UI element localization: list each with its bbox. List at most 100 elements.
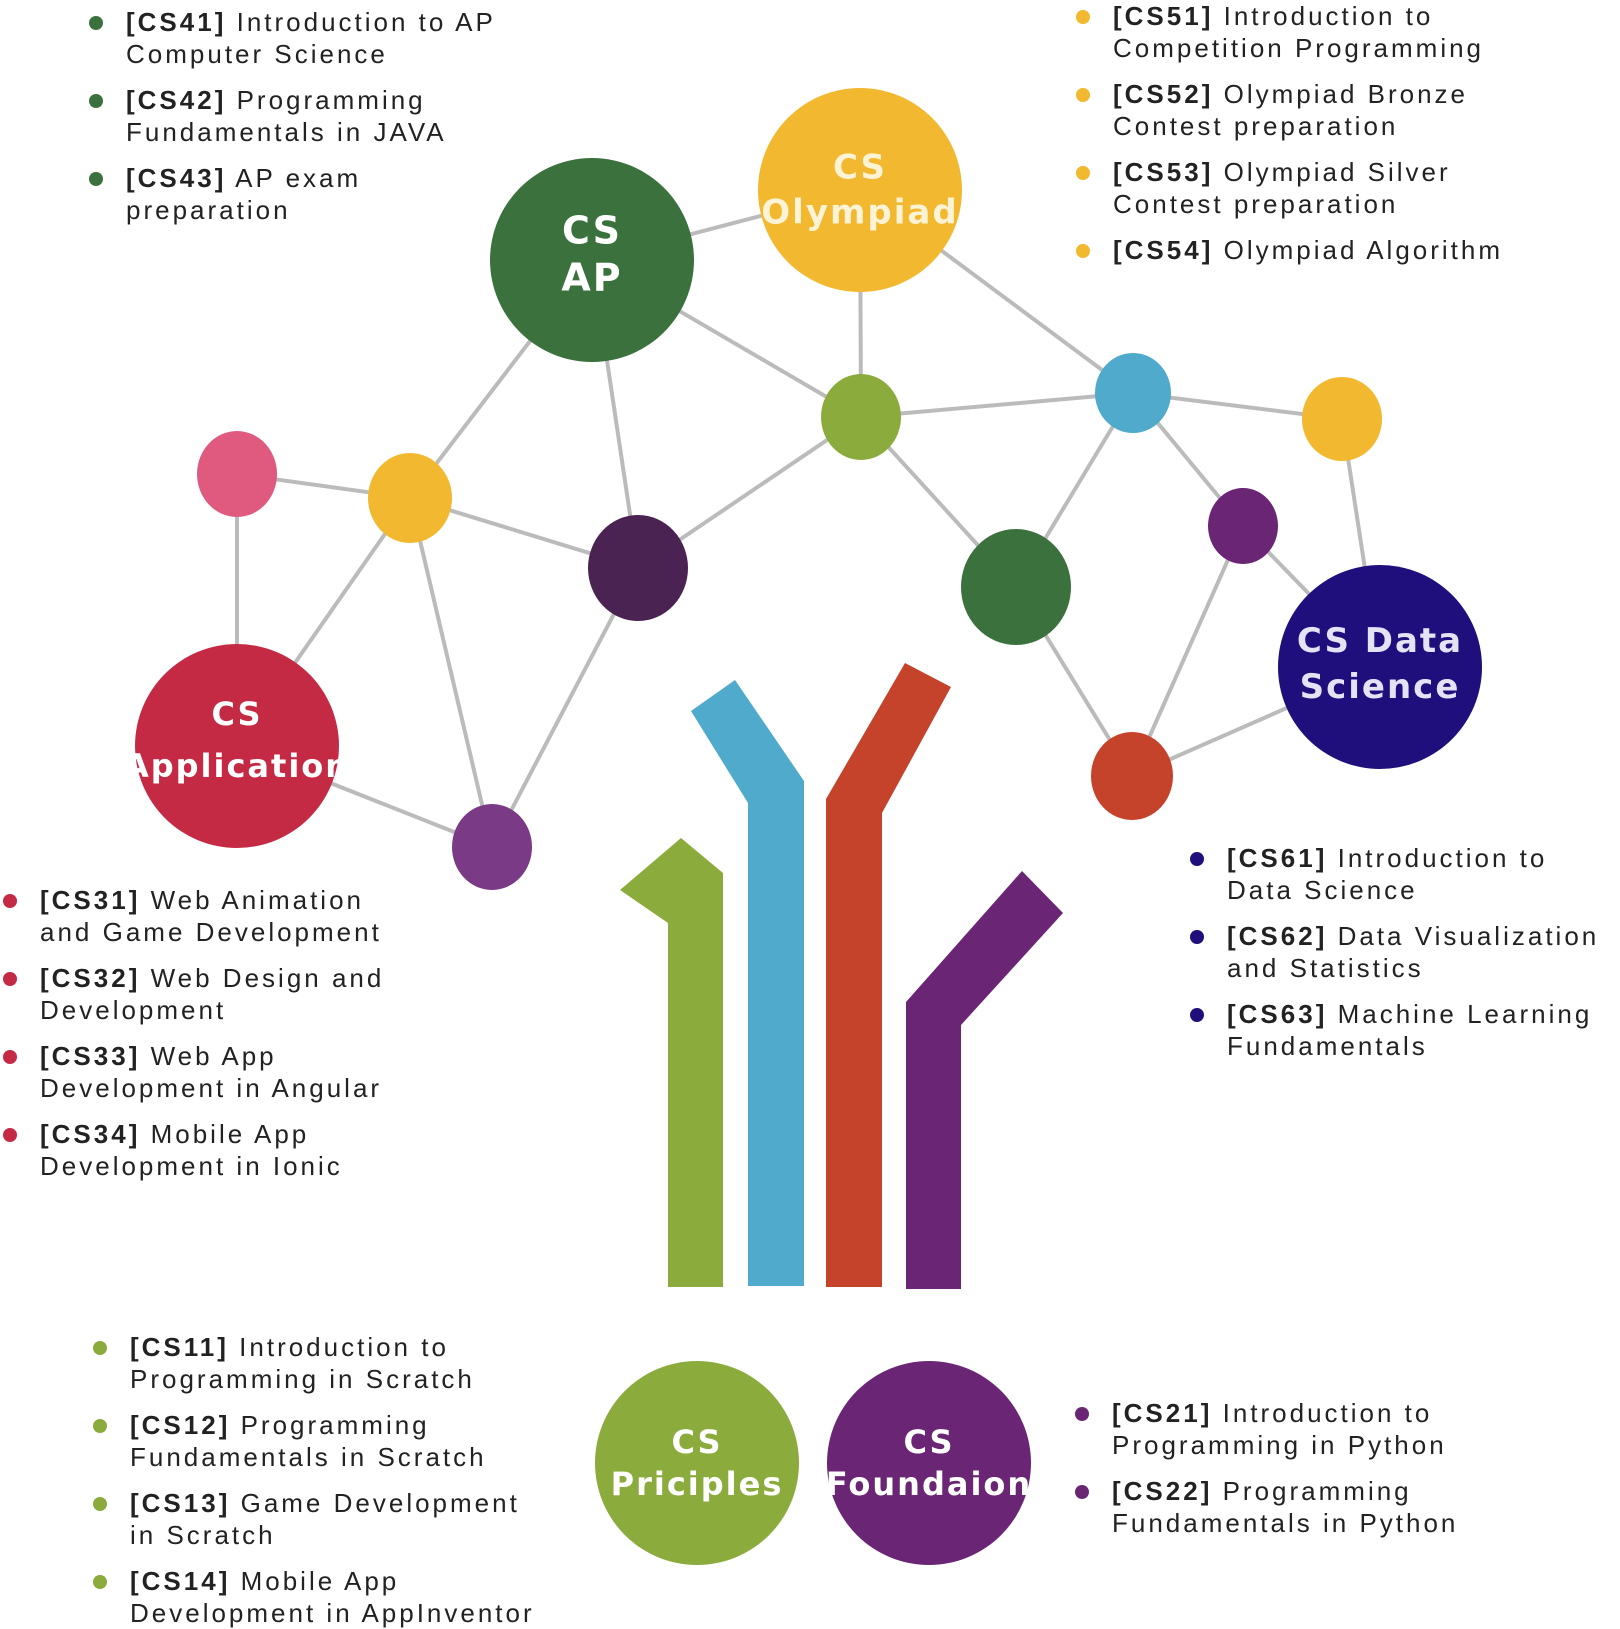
course-item: [CS51] Introduction to Competition Progra… — [1073, 0, 1503, 64]
course-title-continued: and Statistics — [1227, 953, 1424, 983]
course-title-continued: Development in Angular — [40, 1073, 383, 1103]
cs-data-science-hub-label-line-2: Science — [1300, 667, 1461, 707]
course-title: Data Visualization — [1337, 921, 1600, 951]
cs-application-course-list: [CS31] Web Animation and Game Development… — [0, 884, 384, 1196]
cs-ap-course-list: [CS41] Introduction to AP Computer Scienc… — [86, 6, 496, 240]
course-code: [CS61] — [1227, 843, 1328, 873]
tree-trunk-stems — [620, 663, 1063, 1289]
cs-application-hub-label-line-1: CS — [211, 695, 262, 733]
course-title-continued: Development in AppInventor — [130, 1598, 535, 1628]
course-title: Mobile App — [150, 1119, 310, 1149]
course-title: Game Development — [240, 1488, 520, 1518]
course-code: [CS43] — [126, 163, 227, 193]
course-title-continued: Fundamentals in Python — [1112, 1508, 1459, 1538]
course-code: [CS33] — [40, 1041, 141, 1071]
course-title: Web Animation — [150, 885, 364, 915]
course-code: [CS12] — [130, 1410, 231, 1440]
course-code: [CS13] — [130, 1488, 231, 1518]
cs-data-science-hub-label-line-1: CS Data — [1297, 621, 1463, 661]
cs-foundation-hub — [827, 1361, 1031, 1565]
course-item: [CS33] Web App Development in Angular — [0, 1040, 384, 1104]
red-stem — [826, 663, 951, 1287]
edge-light-green-node-to-blue-node — [860, 391, 1134, 419]
bullet-dot-icon — [3, 1128, 17, 1142]
course-code: [CS53] — [1113, 157, 1214, 187]
course-title-continued: Fundamentals in Scratch — [130, 1442, 487, 1472]
edge-dark-plum-node-to-violet-node — [490, 567, 640, 848]
course-title: Mobile App — [240, 1566, 400, 1596]
course-title: Introduction to — [1222, 1398, 1433, 1428]
course-item: [CS41] Introduction to AP Computer Scienc… — [86, 6, 496, 70]
course-title-continued: and Game Development — [40, 917, 382, 947]
cs-foundation-course-list: [CS21] Introduction to Programming in Pyt… — [1072, 1397, 1458, 1553]
course-item: [CS54] Olympiad Algorithm — [1073, 234, 1503, 266]
dark-plum-node — [588, 515, 688, 621]
course-item: [CS12] Programming Fundamentals in Scratc… — [90, 1409, 535, 1473]
course-title-continued: Development — [40, 995, 227, 1025]
course-title: Web App — [150, 1041, 277, 1071]
course-item: [CS14] Mobile App Development in AppInven… — [90, 1565, 535, 1629]
course-title-continued: Contest preparation — [1113, 111, 1399, 141]
course-code: [CS52] — [1113, 79, 1214, 109]
course-code: [CS22] — [1112, 1476, 1213, 1506]
course-code: [CS11] — [130, 1332, 229, 1362]
cs-application-hub — [135, 644, 339, 848]
course-code: [CS14] — [130, 1566, 231, 1596]
cs-principles-course-list: [CS11] Introduction to Programming in Scr… — [90, 1331, 535, 1629]
course-item: [CS63] Machine Learning Fundamentals — [1187, 998, 1599, 1062]
course-item: [CS22] Programming Fundamentals in Python — [1072, 1475, 1458, 1539]
course-item: [CS31] Web Animation and Game Development — [0, 884, 384, 948]
yellow-node-left — [368, 453, 452, 543]
course-item: [CS62] Data Visualization and Statistics — [1187, 920, 1599, 984]
course-code: [CS31] — [40, 885, 141, 915]
course-title-continued: Development in Ionic — [40, 1151, 343, 1181]
course-title: Olympiad Silver — [1223, 157, 1451, 187]
cs-principles-hub-label-line-1: CS — [671, 1423, 722, 1461]
light-green-node — [821, 374, 901, 460]
red-node — [1091, 732, 1173, 820]
course-title: AP exam — [235, 163, 362, 193]
bullet-dot-icon — [1076, 244, 1090, 258]
bullet-dot-icon — [89, 172, 103, 186]
course-title: Olympiad Bronze — [1223, 79, 1469, 109]
cs-ap-hub-label-line-1: CS — [562, 209, 622, 253]
bullet-dot-icon — [3, 1050, 17, 1064]
bullet-dot-icon — [1075, 1485, 1089, 1499]
bullet-dot-icon — [93, 1575, 107, 1589]
course-item: [CS43] AP exam preparation — [86, 162, 496, 226]
bullet-dot-icon — [3, 972, 17, 986]
course-title: Web Design and — [150, 963, 385, 993]
bullet-dot-icon — [89, 16, 103, 30]
edge-yellow-node-left-to-violet-node — [408, 497, 494, 848]
course-title-continued: Computer Science — [126, 39, 388, 69]
bullet-dot-icon — [1076, 166, 1090, 180]
course-title-continued: Fundamentals in JAVA — [126, 117, 447, 147]
course-title-continued: in Scratch — [130, 1520, 276, 1550]
course-code: [CS32] — [40, 963, 141, 993]
cs-principles-hub — [595, 1361, 799, 1565]
cs-application-hub-label-line-2: Application — [124, 747, 350, 785]
course-title: Olympiad Algorithm — [1223, 235, 1504, 265]
course-title: Programming — [1222, 1476, 1412, 1506]
course-item: [CS61] Introduction to Data Science — [1187, 842, 1599, 906]
course-item: [CS53] Olympiad Silver Contest preparatio… — [1073, 156, 1503, 220]
course-title-continued: preparation — [126, 195, 291, 225]
course-title-continued: Contest preparation — [1113, 189, 1399, 219]
course-title: Introduction to AP — [236, 7, 496, 37]
cs-olympiad-course-list: [CS51] Introduction to Competition Progra… — [1073, 0, 1503, 280]
bullet-dot-icon — [1075, 1407, 1089, 1421]
purple-node — [1208, 488, 1278, 564]
yellow-node-right — [1302, 377, 1382, 461]
course-item: [CS52] Olympiad Bronze Contest preparatio… — [1073, 78, 1503, 142]
course-title: Programming — [240, 1410, 430, 1440]
edge-purple-node-to-red-node — [1130, 525, 1245, 777]
violet-node — [452, 804, 532, 890]
course-title-continued: Programming in Scratch — [130, 1364, 475, 1394]
course-title: Programming — [236, 85, 426, 115]
cs-olympiad-hub-label-line-1: CS — [833, 148, 887, 188]
cs-data-science-course-list: [CS61] Introduction to Data Science [CS62]… — [1187, 842, 1599, 1076]
cs-olympiad-hub-label-line-2: Olympiad — [761, 193, 958, 233]
cs-ap-hub — [490, 158, 694, 362]
course-title: Introduction to — [1337, 843, 1548, 873]
